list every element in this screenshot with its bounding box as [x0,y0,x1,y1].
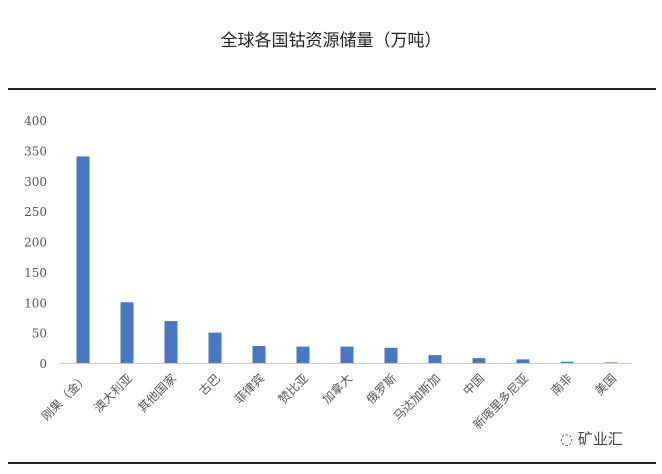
watermark-text: 矿业汇 [577,430,623,448]
watermark: ◌ 矿业汇 [560,428,623,449]
x-tick-label: 加拿大 [319,371,355,407]
x-tick-label: 中国 [460,371,488,399]
y-tick-label: 350 [24,144,47,158]
x-tick-label: 俄罗斯 [364,371,399,406]
bar [252,345,266,363]
x-tick-label: 古巴 [196,371,224,399]
y-tick-label: 300 [24,175,47,189]
x-tick-label: 菲律宾 [231,371,267,407]
bar [516,359,530,363]
bar [604,362,618,363]
bar [164,321,178,363]
x-tick-label: 赞比亚 [276,371,311,406]
y-tick-label: 100 [24,296,47,310]
wechat-icon: ◌ [560,430,578,448]
bar [428,355,442,363]
y-tick-label: 50 [32,327,47,341]
bottom-rule [8,462,656,464]
x-tick-label: 其他国家 [135,371,180,416]
y-tick-label: 0 [39,357,47,371]
bar [208,332,222,363]
bar [296,346,310,363]
x-tick-label: 南非 [548,371,576,399]
chart-title: 全球各国钴资源储量（万吨） [220,31,442,51]
x-tick-label: 美国 [592,371,619,398]
bar [76,156,90,363]
y-tick-label: 200 [24,236,47,250]
bar [560,361,574,363]
bar [384,347,398,363]
x-tick-label: 澳大利亚 [91,371,135,415]
top-rule [8,88,656,90]
x-tick-label: 刚果（金） [38,371,91,424]
bar [340,346,354,363]
y-tick-label: 250 [24,205,47,219]
y-tick-label: 400 [24,114,47,128]
bar [472,358,486,363]
y-tick-label: 150 [24,266,47,280]
x-tick-label: 马达加斯加 [391,371,443,423]
bar [120,302,134,363]
